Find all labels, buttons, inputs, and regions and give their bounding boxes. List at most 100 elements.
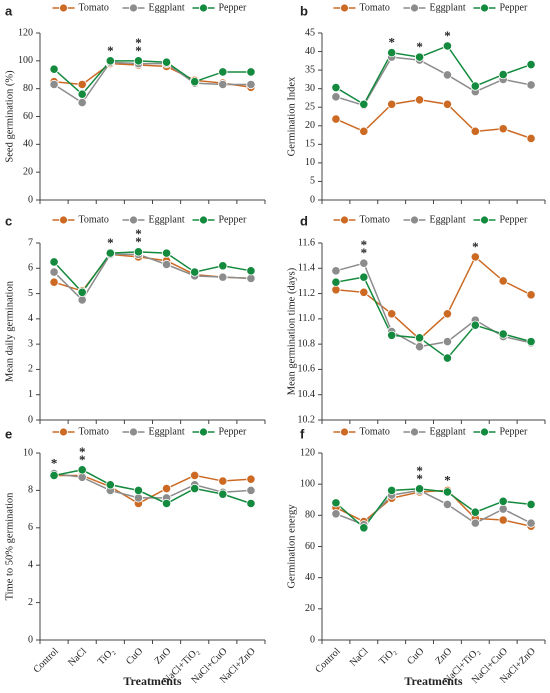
data-point [442,353,453,363]
y-tick-label: 1 [28,389,33,400]
data-point [246,498,256,509]
legend-label: Eggplant [149,214,185,225]
data-point [442,487,453,497]
data-point [387,485,397,495]
data-point [442,499,453,510]
data-point [526,59,536,70]
y-tick-label: 10.6 [298,364,316,375]
data-point [331,285,341,295]
data-point [414,484,425,494]
y-tick-label: 10 [23,447,33,458]
significance-mark: * [51,456,58,471]
y-tick-label: 5 [28,288,33,299]
y-tick-label: 30 [305,83,315,94]
x-tick-label: CuO [124,646,145,667]
series-line [53,61,251,104]
significance-mark: * [444,28,451,43]
y-tick-label: 120 [18,27,33,38]
legend-marker [480,215,489,225]
legend-label: Eggplant [430,2,466,13]
data-point [387,309,397,319]
data-point [442,99,453,109]
x-tick-label: Control [313,646,343,676]
series-line [335,488,532,529]
data-point [414,95,425,105]
y-tick-label: 7 [28,237,33,248]
y-tick-label: 100 [300,478,315,489]
data-point [470,320,480,330]
y-tick-label: 0 [28,634,33,645]
data-point [498,504,508,514]
data-point [77,79,87,90]
series-line [335,45,532,106]
legend-label: Pepper [219,214,247,225]
y-tick-label: 10.8 [298,338,316,349]
series-line [335,56,532,107]
data-point [161,259,172,270]
x-tick-label: NaCl [66,646,89,669]
significance-mark: * [361,237,368,252]
y-tick-label: 10 [305,157,315,168]
legend-label: Tomato [360,426,390,437]
legend-label: Eggplant [430,426,466,437]
y-tick-label: 15 [305,139,315,150]
significance-mark: * [361,245,368,260]
data-point [359,287,369,297]
data-point [218,489,228,499]
data-point [133,56,144,66]
legend-label: Pepper [219,426,247,437]
series-line [335,489,532,526]
x-tick-label: CuO [405,646,426,667]
data-point [190,267,200,277]
data-point [246,273,256,283]
legend-marker [480,427,489,437]
data-point [190,483,200,494]
legend-marker [129,427,138,437]
significance-mark: * [107,235,114,250]
y-tick-label: 45 [305,27,315,38]
y-tick-label: 11.0 [298,313,315,324]
data-point [414,333,425,343]
legend-marker [59,215,68,225]
data-point [331,509,341,519]
y-tick-label: 20 [305,603,315,614]
data-point [190,77,200,87]
data-point [331,277,341,287]
y-tick-label: 4 [28,559,33,570]
data-point [105,480,115,490]
y-tick-label: 80 [305,510,315,521]
legend-marker [59,427,68,437]
legend-label: Pepper [500,2,528,13]
data-point [498,276,508,286]
significance-mark: * [79,444,86,459]
data-point [77,89,87,99]
data-point [498,496,508,506]
panel-letter: f [300,426,305,441]
significance-mark: * [135,43,142,58]
data-point [161,498,172,509]
data-point [387,99,397,109]
data-point [77,295,87,305]
data-point [498,124,508,134]
data-point [218,272,228,282]
data-point [246,79,256,90]
data-point [526,337,536,347]
series-line [335,255,532,341]
significance-mark: * [135,234,142,249]
legend-marker [129,215,138,225]
data-point [470,81,480,91]
legend-marker [410,427,419,437]
y-tick-label: 5 [310,176,315,187]
y-tick-label: 6 [28,522,33,533]
data-point [77,465,87,475]
significance-mark: * [107,43,114,58]
data-point [470,252,480,262]
significance-mark: * [472,239,479,254]
data-point [331,114,341,124]
y-tick-label: 35 [305,64,315,75]
data-point [218,79,228,90]
panel-letter: d [300,213,308,228]
data-point [387,330,397,340]
data-point [331,82,341,93]
